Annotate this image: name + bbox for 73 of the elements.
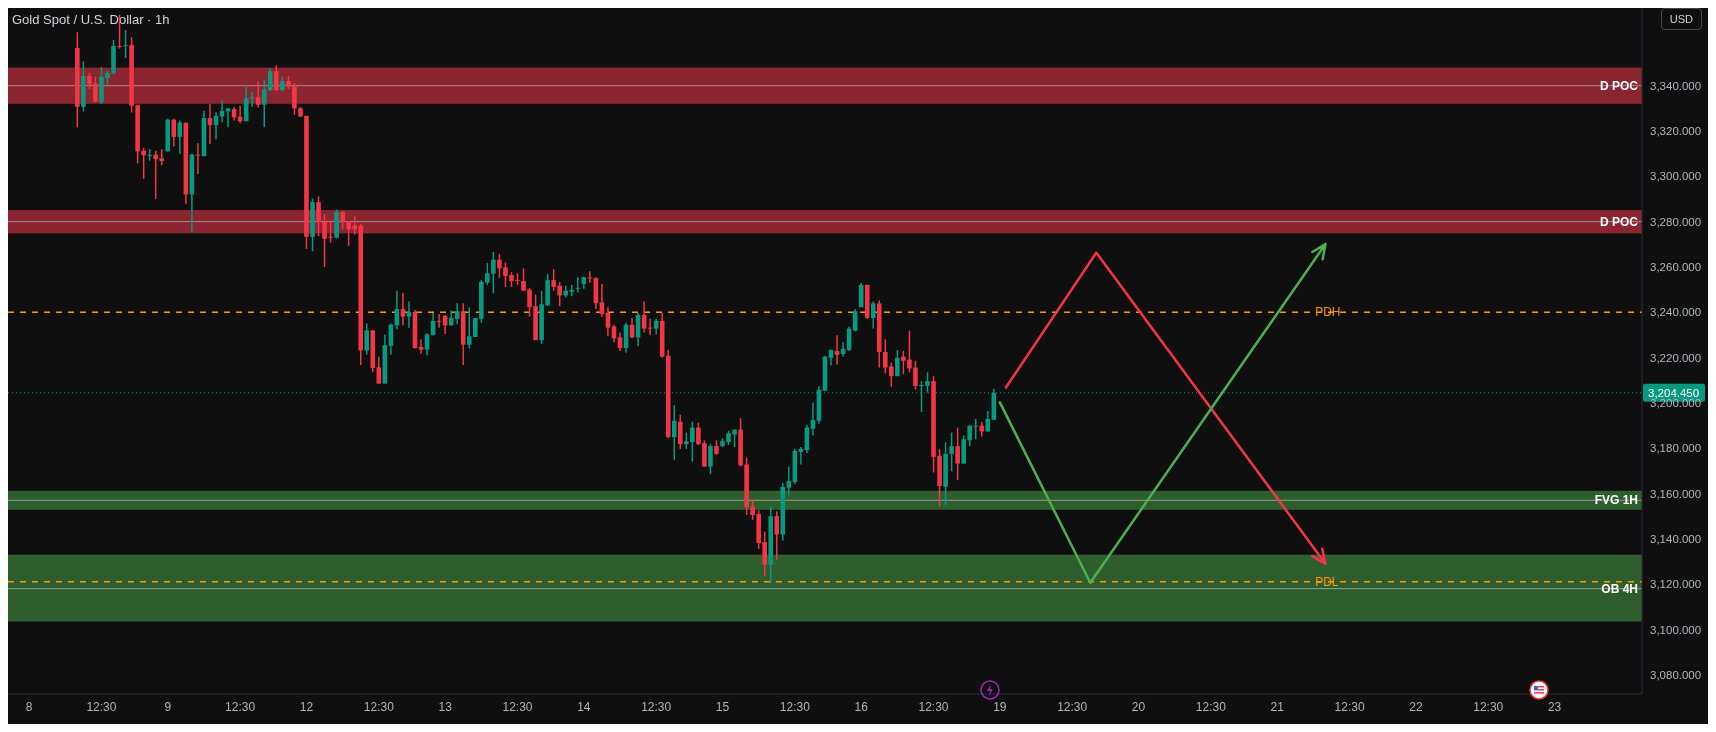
x-tick-label: 12:30 bbox=[225, 699, 256, 714]
candlestick bbox=[406, 300, 412, 329]
y-tick-label: 3,300.000 bbox=[1650, 170, 1702, 183]
candlestick bbox=[895, 349, 900, 377]
candlestick bbox=[677, 414, 683, 450]
candlestick bbox=[400, 292, 406, 327]
candlestick bbox=[261, 79, 267, 128]
candlestick bbox=[786, 465, 792, 496]
y-tick-label: 3,080.000 bbox=[1650, 668, 1702, 681]
x-tick-label: 12:30 bbox=[1334, 699, 1365, 714]
candlestick bbox=[798, 446, 804, 466]
candlestick bbox=[424, 332, 430, 357]
y-tick-label: 3,160.000 bbox=[1650, 487, 1702, 500]
candlestick bbox=[219, 99, 225, 123]
x-tick-label: 12:30 bbox=[1057, 699, 1088, 714]
candlestick bbox=[93, 75, 98, 104]
y-tick-label: 3,220.000 bbox=[1650, 351, 1702, 364]
x-tick-label: 12:30 bbox=[502, 699, 533, 714]
y-tick-label: 3,320.000 bbox=[1650, 125, 1702, 138]
y-tick-label: 3,340.000 bbox=[1650, 79, 1702, 92]
x-tick-label: 12:30 bbox=[779, 699, 811, 714]
candlestick bbox=[617, 331, 623, 352]
x-tick-label: 9 bbox=[164, 699, 172, 714]
candlestick bbox=[267, 67, 273, 92]
ref-line-label: 3,204.450 bbox=[1648, 386, 1700, 399]
ref-line-label: D POC bbox=[1599, 214, 1639, 229]
candlestick bbox=[274, 64, 279, 92]
x-tick-label: 13 bbox=[438, 699, 453, 714]
y-tick-label: 3,100.000 bbox=[1650, 623, 1702, 636]
candlestick bbox=[418, 338, 424, 355]
y-tick-label: 3,280.000 bbox=[1650, 215, 1702, 228]
x-tick-label: 21 bbox=[1270, 699, 1285, 714]
candlestick bbox=[292, 82, 297, 116]
y-tick-label: 3,120.000 bbox=[1650, 578, 1702, 591]
x-tick-label: 14 bbox=[577, 699, 591, 714]
candlestick bbox=[870, 300, 876, 330]
x-tick-label: 20 bbox=[1131, 699, 1146, 714]
candlestick bbox=[774, 510, 780, 561]
ref-line-label: D POC bbox=[1599, 78, 1639, 93]
x-tick-label: 22 bbox=[1409, 699, 1423, 714]
y-tick-label: 3,140.000 bbox=[1650, 532, 1702, 545]
candlestick bbox=[575, 276, 581, 294]
candlestick bbox=[364, 322, 370, 356]
candlestick bbox=[255, 81, 261, 109]
x-tick-label: 12:30 bbox=[363, 699, 395, 714]
y-tick-label: 3,260.000 bbox=[1650, 261, 1702, 274]
candlestick bbox=[225, 107, 231, 128]
y-tick-label: 3,180.000 bbox=[1650, 442, 1702, 455]
x-tick-label: 19 bbox=[993, 699, 1007, 714]
x-tick-label: 12:30 bbox=[641, 699, 672, 714]
ref-line-label: FVG 1H bbox=[1594, 493, 1638, 508]
candlestick bbox=[955, 426, 960, 481]
x-tick-label: 16 bbox=[854, 699, 869, 714]
x-tick-label: 12 bbox=[299, 699, 314, 714]
x-tick-label: 12:30 bbox=[1195, 699, 1227, 714]
candlestick bbox=[949, 431, 954, 473]
candlestick bbox=[141, 147, 146, 180]
candlestick bbox=[708, 443, 713, 475]
x-tick-label: 12:30 bbox=[1473, 699, 1504, 714]
x-tick-label: 23 bbox=[1547, 699, 1562, 714]
candlestick bbox=[454, 302, 460, 326]
candlestick bbox=[123, 29, 128, 59]
x-tick-label: 12:30 bbox=[918, 699, 949, 714]
x-tick-label: 8 bbox=[25, 699, 33, 714]
text: USD bbox=[1660, 8, 1702, 30]
candlestick bbox=[316, 195, 321, 237]
x-tick-label: 15 bbox=[715, 699, 730, 714]
candlestick bbox=[671, 404, 677, 461]
candlestick bbox=[913, 359, 918, 391]
x-tick-label: 12:30 bbox=[86, 699, 117, 714]
ref-line-label: OB 4H bbox=[1601, 581, 1638, 596]
y-tick-label: 3,240.000 bbox=[1650, 306, 1702, 319]
candlestick bbox=[376, 355, 382, 385]
